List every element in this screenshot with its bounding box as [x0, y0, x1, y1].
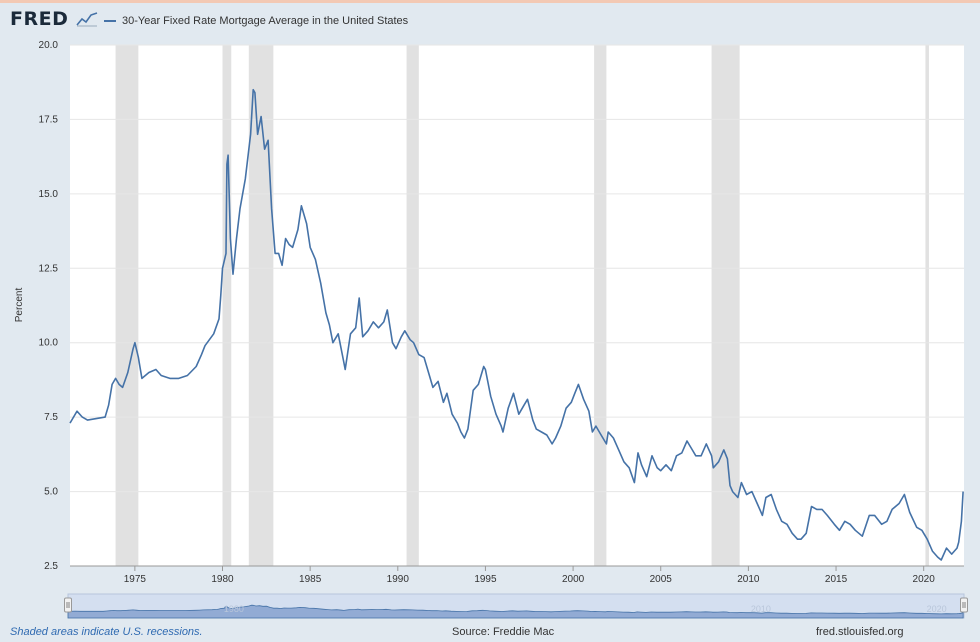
recession-band [115, 45, 139, 566]
y-tick-label: 17.5 [39, 114, 59, 125]
y-tick-label: 20.0 [39, 40, 59, 51]
x-tick-label: 1985 [299, 574, 322, 585]
series-line [69, 88, 964, 561]
plot-area [70, 45, 964, 566]
source-url[interactable]: fred.stlouisfed.org [816, 626, 904, 638]
x-tick-label: 2010 [737, 574, 760, 585]
axes: 2.5 5.0 7.5 10.0 12.5 15.0 17.5 20.0 1975 1980 198… [39, 40, 964, 585]
chart-header: FRED 30-Year Fixed Rate Mortgage Average… [0, 3, 980, 36]
y-tick-label: 10.0 [39, 338, 59, 349]
recession-band [711, 45, 740, 566]
time-navigator[interactable]: 1980 2010 2020 [64, 593, 968, 619]
y-tick-label: 12.5 [39, 263, 59, 274]
y-tick-label: 5.0 [44, 487, 58, 498]
navigator-handle-right[interactable] [960, 597, 968, 613]
recession-band [222, 45, 232, 566]
recession-note: Shaded areas indicate U.S. recessions. [10, 626, 203, 638]
navigator-handle-left[interactable] [64, 597, 72, 613]
navigator-year-label: 2010 [751, 604, 771, 614]
chart-line-icon [76, 12, 98, 27]
x-tick-label: 1995 [474, 574, 497, 585]
x-tick-label: 2000 [562, 574, 585, 585]
x-tick-label: 2005 [650, 574, 673, 585]
y-tick-label: 7.5 [44, 412, 58, 423]
recession-band [406, 45, 419, 566]
fred-logo[interactable]: FRED [10, 8, 69, 30]
x-tick-label: 1980 [211, 574, 234, 585]
recession-band [594, 45, 607, 566]
recession-bands [115, 45, 929, 566]
y-tick-label: 2.5 [44, 561, 58, 572]
top-accent-bar [0, 0, 980, 3]
navigator-year-label: 1980 [224, 604, 244, 614]
navigator-series [67, 604, 964, 619]
navigator-year-label: 2020 [927, 604, 947, 614]
legend: 30-Year Fixed Rate Mortgage Average in t… [104, 15, 408, 27]
series-layer [69, 88, 964, 561]
y-tick-label: 15.0 [39, 189, 59, 200]
x-tick-label: 2020 [913, 574, 936, 585]
recession-band [925, 45, 929, 566]
source-text: Source: Freddie Mac [452, 626, 555, 638]
y-axis-label: Percent [14, 288, 25, 323]
x-tick-label: 2015 [825, 574, 848, 585]
legend-swatch [104, 20, 116, 22]
x-tick-label: 1975 [124, 574, 147, 585]
legend-series-name: 30-Year Fixed Rate Mortgage Average in t… [122, 15, 409, 27]
recession-band [248, 45, 274, 566]
x-tick-label: 1990 [387, 574, 410, 585]
